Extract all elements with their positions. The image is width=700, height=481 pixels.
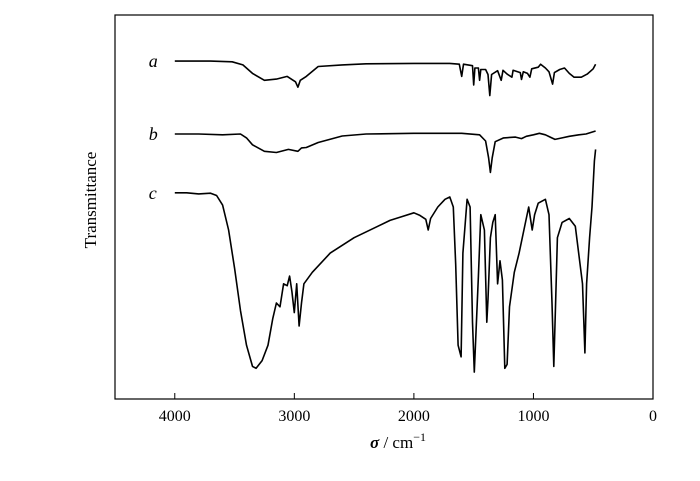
x-axis-symbol: σ (370, 433, 380, 452)
series-labels: a b c (149, 51, 158, 203)
x-tick-labels: 4000 3000 2000 1000 0 (159, 408, 657, 425)
x-tick-label: 0 (649, 408, 657, 425)
series-line-c (174, 149, 597, 373)
x-axis-unit: / cm (379, 433, 413, 452)
x-axis-title: σ / cm−1 (370, 430, 426, 452)
x-tick-label: 1000 (517, 408, 549, 425)
series-label-a: a (149, 51, 158, 71)
x-tick-label: 4000 (159, 408, 191, 425)
y-axis-title: Transmittance (81, 152, 100, 249)
series-label-b: b (149, 124, 158, 144)
series-line-a (174, 60, 597, 97)
x-tick-label: 2000 (398, 408, 430, 425)
x-ticks (174, 393, 654, 399)
x-tick-label: 3000 (278, 408, 310, 425)
x-axis-unit-exponent: −1 (413, 430, 426, 444)
series-line-b (174, 130, 596, 174)
spectra (174, 60, 597, 373)
plot-frame (114, 14, 654, 400)
series-label-c: c (149, 183, 157, 203)
